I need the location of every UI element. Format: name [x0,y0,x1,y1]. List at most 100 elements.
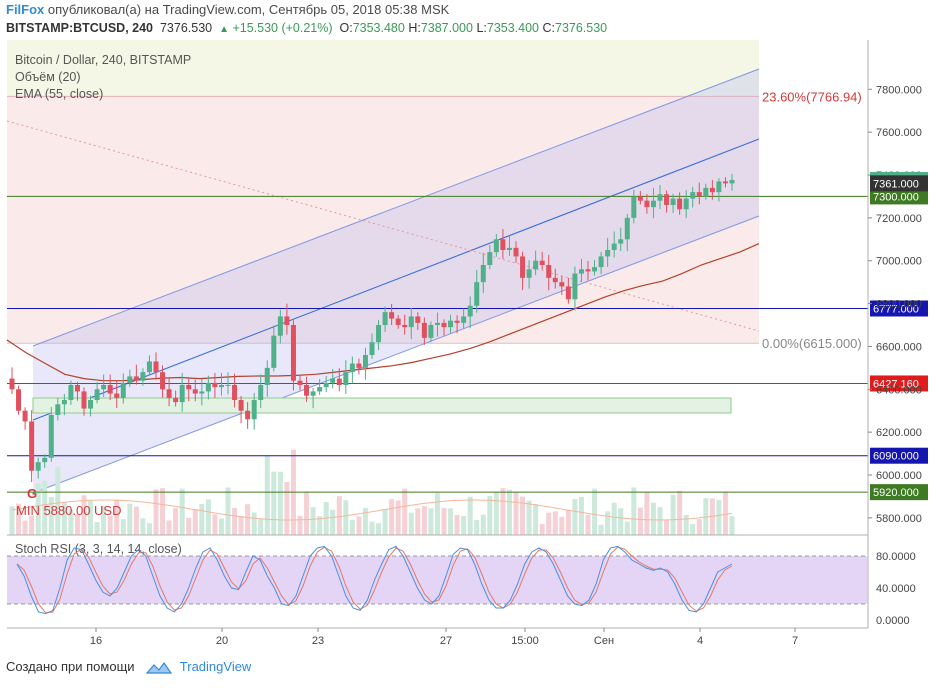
candle-body [101,385,107,390]
volume-bar [317,516,323,535]
candle-body [434,322,440,325]
volume-bar [526,500,532,535]
price-badge-label: 7361.000 [873,178,919,190]
volume-bar [506,489,512,535]
time-tick-label: Сен [594,635,614,647]
volume-bar [520,496,526,535]
price-chart[interactable]: 7300.000 6777.000 6427.160 6090.000 5920.000… [0,40,939,658]
volume-bar [421,506,427,535]
volume-bar [271,471,277,535]
published-text: опубликовал(а) на TradingView.com, Сентя… [47,2,450,17]
candle-body [461,316,467,323]
candle-body [526,269,532,278]
candle-body [323,382,329,388]
candle-body [225,385,231,386]
candle-body [146,361,152,373]
candle-body [232,385,238,400]
candle-body [264,367,270,385]
candle-body [637,196,643,201]
footer: Создано при помощи TradingView [6,659,251,679]
candle-body [729,180,735,184]
high-label: H: [408,21,421,35]
volume-bar [232,508,238,535]
candle-body [277,316,283,336]
volume-bar [677,490,683,535]
author-name[interactable]: FilFox [6,2,45,17]
time-tick-label: 20 [216,635,228,647]
level-label: 7300.000 [873,191,919,203]
volume-bar [22,520,28,535]
legend-ema: EMA (55, close) [15,87,103,101]
volume-bar [461,516,467,535]
candle-body [186,385,192,390]
volume-bar [146,523,152,535]
volume-bar [101,506,107,535]
price-tick-label: 6400.000 [876,384,922,396]
volume-bar [225,487,231,535]
level-label-box [870,484,928,501]
volume-bar [205,499,211,535]
candle-body [690,192,696,199]
volume-bar [513,492,519,535]
candle-body [415,316,421,323]
high-value: 7387.000 [420,21,473,35]
candle-body [310,391,316,396]
volume-bar [533,503,539,535]
level-label: 5920.000 [873,487,919,499]
candle-body [343,372,349,385]
volume-bar [74,514,80,535]
up-triangle-icon: ▲ [219,24,229,35]
candle-body [199,391,205,394]
volume-bar [611,502,617,535]
open-label: O: [339,21,353,35]
fib-label-top: 23.60%(7766.94) [762,89,862,104]
volume-bar [395,500,401,535]
price-tick-label: 5800.000 [876,513,922,525]
volume-bar [434,493,440,535]
candle-body [513,247,519,257]
volume-bar [16,503,22,535]
legend-title: Bitcoin / Dollar, 240, BITSTAMP [15,53,191,67]
volume-bar [153,489,159,535]
candle-body [290,325,296,381]
volume-bar [304,491,310,535]
min-marker-icon: G [27,486,37,501]
candle-body [618,239,624,244]
level-label-box [870,300,928,317]
volume-bar [284,481,290,535]
volume-bar [192,509,198,535]
volume-bar [696,519,702,535]
candle-body [140,372,146,381]
candle-body [166,389,172,398]
tradingview-link[interactable]: TradingView [179,659,252,674]
volume-bar [133,506,139,535]
volume-bar [343,500,349,535]
candle-body [467,305,473,317]
candle-body [664,194,670,205]
candle-body [448,320,454,328]
candle-body [657,194,663,201]
candle-body [304,385,310,396]
low-value: 7353.400 [486,21,540,35]
volume-bar [467,496,473,535]
candle-body [644,200,650,208]
candle-body [349,363,355,373]
candle-body [480,265,486,283]
channel-lower-line [32,215,760,494]
volume-bar [474,519,480,535]
candle-body [631,196,637,218]
time-tick-label: 23 [312,635,324,647]
legend-volume: Объём (20) [15,70,81,84]
volume-bar [729,516,735,535]
volume-bar [297,515,303,535]
volume-bar [578,496,584,535]
time-tick-label: 27 [440,635,452,647]
candle-body [94,389,100,400]
candle-body [192,389,198,394]
candle-body [428,325,434,338]
price-tick-label: 7800.000 [876,84,922,96]
volume-bar [140,518,146,535]
volume-bar [88,500,94,535]
volume-bar [683,514,689,535]
candle-body [703,187,709,197]
